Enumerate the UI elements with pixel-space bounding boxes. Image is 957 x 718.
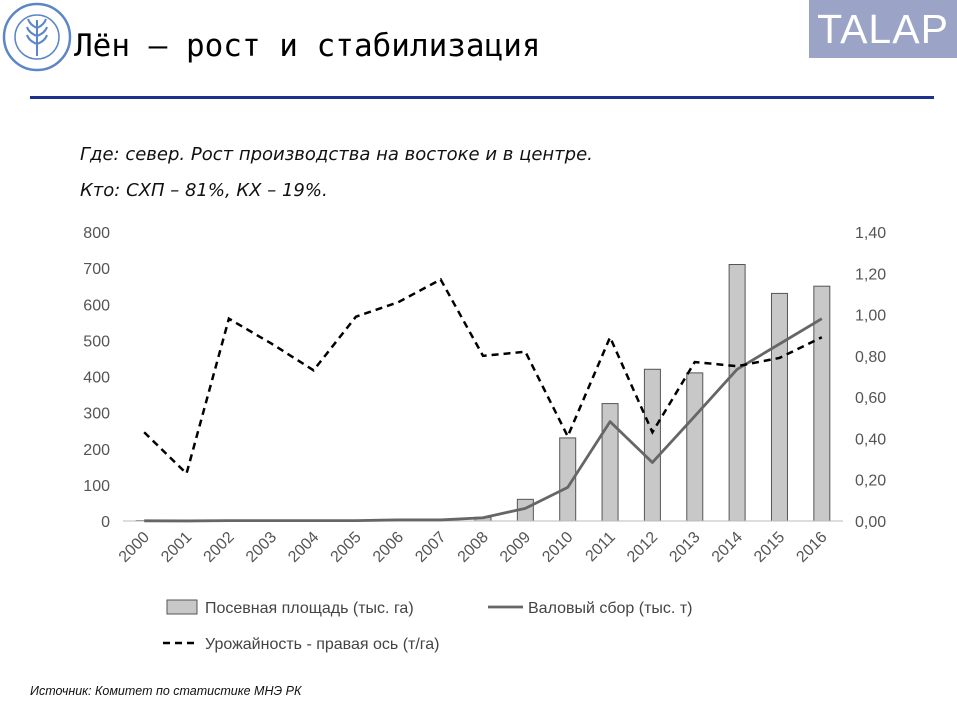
x-tick-label: 2006 bbox=[370, 529, 407, 566]
fao-logo bbox=[2, 2, 72, 72]
right-tick-label: 0,40 bbox=[855, 431, 886, 448]
legend-label-area: Посевная площадь (тыс. га) bbox=[205, 600, 414, 617]
page-title: Лён – рост и стабилизация bbox=[74, 28, 541, 64]
x-tick-label: 2007 bbox=[412, 529, 449, 566]
left-tick-label: 400 bbox=[83, 370, 110, 387]
x-tick-label: 2005 bbox=[328, 529, 365, 566]
brand-logo: TALAP bbox=[809, 0, 957, 58]
legend-label-gross: Валовый сбор (тыс. т) bbox=[528, 600, 692, 617]
left-tick-label: 600 bbox=[83, 297, 110, 314]
line-yield bbox=[143, 277, 823, 476]
x-tick-label: 2009 bbox=[497, 529, 534, 566]
x-tick-label: 2013 bbox=[666, 529, 703, 566]
x-tick-label: 2000 bbox=[116, 529, 153, 566]
x-tick-label: 2010 bbox=[539, 529, 576, 566]
legend-label-yield: Урожайность - правая ось (т/га) bbox=[205, 636, 440, 653]
x-tick-label: 2008 bbox=[455, 529, 492, 566]
x-tick-label: 2001 bbox=[158, 529, 195, 566]
subtitle-who: Кто: СХП – 81%, КХ – 19%. bbox=[80, 180, 328, 201]
left-tick-label: 500 bbox=[83, 333, 110, 350]
x-tick-label: 2003 bbox=[243, 529, 280, 566]
x-tick-label: 2004 bbox=[285, 529, 322, 566]
left-tick-label: 100 bbox=[83, 478, 110, 495]
x-tick-label: 2014 bbox=[709, 529, 746, 566]
left-axis-ticks: 0 100 200 300 400 500 600 700 800 bbox=[83, 225, 110, 531]
right-tick-label: 0,20 bbox=[855, 473, 886, 490]
bar bbox=[728, 264, 746, 522]
left-tick-label: 700 bbox=[83, 261, 110, 278]
legend: Посевная площадь (тыс. га) Валовый сбор … bbox=[163, 599, 692, 653]
legend-swatch-bar bbox=[166, 599, 198, 615]
subtitle-where: Где: север. Рост производства на востоке… bbox=[80, 144, 593, 165]
bar bbox=[686, 372, 704, 522]
right-tick-label: 1,40 bbox=[855, 225, 886, 242]
right-tick-label: 0,00 bbox=[855, 514, 886, 531]
bars-sown-area bbox=[135, 264, 831, 522]
right-tick-label: 1,20 bbox=[855, 266, 886, 283]
bar bbox=[643, 368, 661, 522]
bar bbox=[770, 292, 788, 522]
source-note: Источник: Комитет по статистике МНЭ РК bbox=[30, 684, 302, 698]
x-tick-label: 2002 bbox=[201, 529, 238, 566]
x-tick-label: 2015 bbox=[751, 529, 788, 566]
right-tick-label: 1,00 bbox=[855, 308, 886, 325]
left-tick-label: 200 bbox=[83, 442, 110, 459]
left-tick-label: 0 bbox=[101, 514, 110, 531]
right-tick-label: 0,60 bbox=[855, 390, 886, 407]
left-tick-label: 300 bbox=[83, 406, 110, 423]
x-tick-label: 2016 bbox=[793, 529, 830, 566]
x-axis-ticks: 2000 2001 2002 2003 2004 2005 2006 2007 2008 2009… bbox=[116, 529, 831, 566]
right-axis-ticks: 0,00 0,20 0,40 0,60 0,80 1,00 1,20 1,40 bbox=[855, 225, 886, 531]
x-tick-label: 2011 bbox=[583, 529, 619, 565]
left-tick-label: 800 bbox=[83, 225, 110, 242]
line-gross-harvest bbox=[144, 317, 823, 523]
title-divider bbox=[30, 96, 934, 99]
x-tick-label: 2012 bbox=[624, 529, 661, 566]
right-tick-label: 0,80 bbox=[855, 349, 886, 366]
